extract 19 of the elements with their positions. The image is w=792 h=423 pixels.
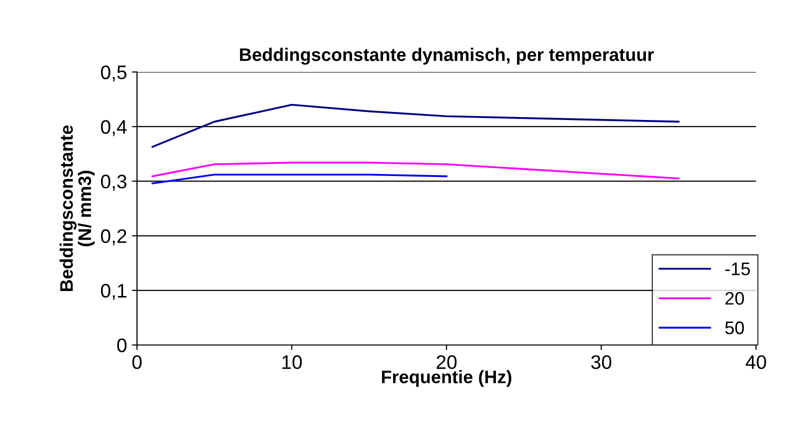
chart-title: Beddingsconstante dynamisch, per temperatuur xyxy=(240,48,654,65)
legend-label: 50 xyxy=(725,321,744,334)
y-tick-label: 0,4 xyxy=(101,120,127,136)
x-tick-label: 10 xyxy=(282,355,302,370)
y-tick-label: 0,5 xyxy=(101,65,126,82)
y-tick-label: 0,3 xyxy=(101,174,126,191)
x-tick-label: 40 xyxy=(746,355,766,370)
line-series xyxy=(152,162,680,180)
y-tick-label: 0 xyxy=(117,338,127,352)
x-tick-label: 0 xyxy=(132,355,142,370)
x-axis-title: Frequentie (Hz) xyxy=(382,370,512,387)
legend-label: -15 xyxy=(725,262,750,276)
y-axis-title: Beddingsconstante (N/ mm3) xyxy=(60,125,95,292)
y-tick-label: 0,1 xyxy=(101,284,126,300)
x-tick-label: 20 xyxy=(436,355,457,370)
x-tick-label: 30 xyxy=(591,355,612,370)
line-series xyxy=(152,104,680,148)
legend-label: 20 xyxy=(725,292,744,305)
y-tick-label: 0,2 xyxy=(101,229,126,246)
